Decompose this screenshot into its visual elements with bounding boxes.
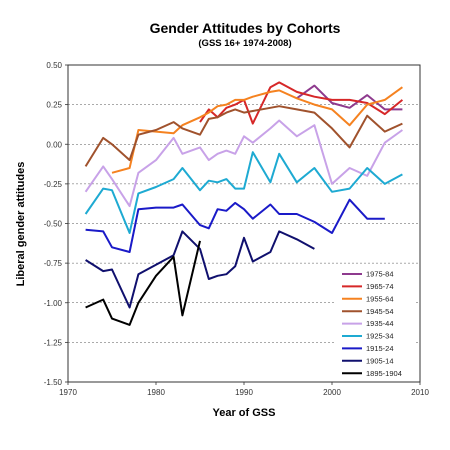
y-tick-label: 0.25 <box>46 101 62 110</box>
legend-label: 1955-64 <box>366 294 394 303</box>
y-tick-label: -1.25 <box>44 338 63 347</box>
series-line-1965-74 <box>199 81 404 125</box>
series-line-1955-64 <box>111 86 403 174</box>
series-line-1945-54 <box>84 105 403 167</box>
legend-label: 1975-84 <box>366 270 394 279</box>
series-lines <box>84 81 404 326</box>
y-tick-label: -0.25 <box>44 180 63 189</box>
y-tick-label: -0.50 <box>44 220 63 229</box>
legend-label: 1965-74 <box>366 282 394 291</box>
x-tick-label: 2000 <box>323 388 341 397</box>
series-line-1905-14 <box>85 230 315 309</box>
legend-label: 1895-1904 <box>366 369 402 378</box>
y-tick-label: 0.00 <box>46 140 62 149</box>
x-tick-label: 2010 <box>411 388 429 397</box>
series-line-1925-34 <box>84 151 403 234</box>
y-tick-label: 0.50 <box>46 61 62 70</box>
axis-ticks: -1.50 -1.25 -1.00 -0.75 -0.50 -0.25 0.00 0.25 0.… <box>44 61 430 397</box>
x-tick-label: 1980 <box>147 388 165 397</box>
series-line-1915-24 <box>85 198 385 253</box>
y-tick-label: -1.00 <box>44 299 63 308</box>
legend: 1975-84 1965-74 1955-64 1945-54 1935-44 1925-… <box>342 270 402 378</box>
x-axis-label: Year of GSS <box>213 407 276 419</box>
y-axis-label: Liberal gender attitudes <box>15 162 27 287</box>
x-tick-label: 1990 <box>235 388 253 397</box>
legend-label: 1915-24 <box>366 344 394 353</box>
legend-label: 1945-54 <box>366 307 394 316</box>
series-line-1895-1904 <box>85 240 201 326</box>
legend-label: 1925-34 <box>366 332 394 341</box>
legend-box <box>336 264 416 378</box>
chart-title: Gender Attitudes by Cohorts <box>150 20 341 36</box>
legend-label: 1905-14 <box>366 356 394 365</box>
x-tick-label: 1970 <box>59 388 77 397</box>
series-line-1935-44 <box>84 119 403 208</box>
y-tick-label: -0.75 <box>44 259 63 268</box>
legend-label: 1935-44 <box>366 319 394 328</box>
series-line-1975-84 <box>296 84 403 111</box>
chart-subtitle: (GSS 16+ 1974-2008) <box>198 38 291 49</box>
y-tick-label: -1.50 <box>44 378 63 387</box>
